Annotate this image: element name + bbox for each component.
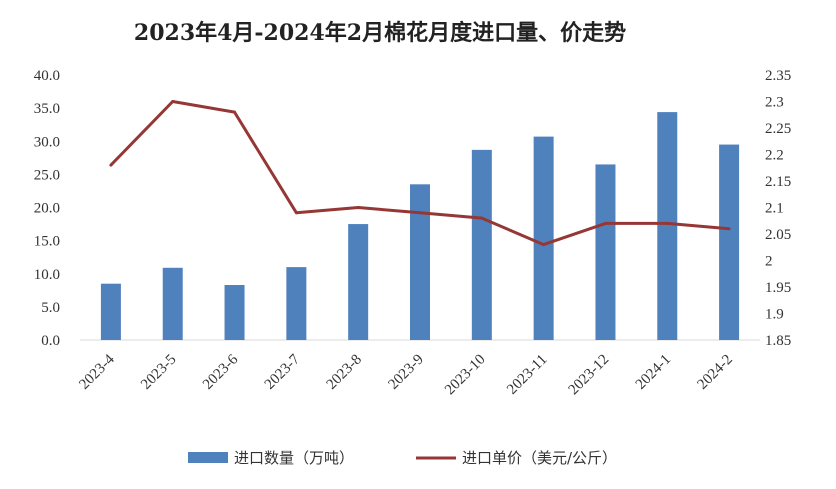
bar xyxy=(533,136,554,340)
bar xyxy=(410,184,430,340)
bar xyxy=(719,144,740,340)
line-point xyxy=(542,243,546,247)
line-point xyxy=(233,110,237,114)
y-left-tick-label: 30.0 xyxy=(34,134,60,150)
y-right-tick-label: 2.2 xyxy=(765,148,784,164)
bar xyxy=(100,283,121,340)
y-right-tick-label: 2.05 xyxy=(765,227,791,243)
bar xyxy=(348,224,369,340)
x-tick-label: 2023-6 xyxy=(200,351,242,393)
bar xyxy=(471,149,492,340)
bar xyxy=(595,164,616,340)
plot-area: 0.0 5.0 10.0 15.0 20.0 25.0 30.0 35.0 40.0 1.85 1.… xyxy=(34,68,792,398)
line-point xyxy=(171,100,175,103)
x-tick-label: 2023-12 xyxy=(566,352,613,399)
chart-title: 2023年4月-2024年2月棉花月度进口量、价走势 xyxy=(134,20,626,46)
line-point xyxy=(665,221,669,225)
line-point xyxy=(418,211,422,215)
y-left-tick-label: 10.0 xyxy=(34,267,60,283)
x-tick-label: 2023-4 xyxy=(76,351,118,393)
line-point xyxy=(109,163,113,167)
bar xyxy=(286,267,307,340)
legend-label-line: 进口单价（美元/公斤） xyxy=(462,449,617,467)
x-tick-label: 2024-1 xyxy=(633,352,674,393)
x-tick-label: 2023-9 xyxy=(385,352,426,393)
y-right-tick-label: 1.95 xyxy=(765,280,791,296)
bar xyxy=(224,285,245,340)
y-right-tick-label: 2.35 xyxy=(765,68,791,84)
y-left-tick-label: 25.0 xyxy=(34,167,60,183)
line-point xyxy=(356,206,360,209)
line-point xyxy=(480,216,484,220)
x-tick-label: 2023-8 xyxy=(324,352,365,393)
y-left-tick-label: 35.0 xyxy=(34,101,60,117)
x-tick-label: 2023-10 xyxy=(442,352,489,399)
legend-swatch-bars xyxy=(188,452,228,463)
x-tick-label: 2023-11 xyxy=(504,352,550,398)
y-left-tick-label: 40.0 xyxy=(34,68,60,84)
y-left-tick-label: 0.0 xyxy=(41,333,60,349)
legend: 进口数量（万吨） 进口单价（美元/公斤） xyxy=(188,449,617,467)
y-right-tick-label: 2 xyxy=(765,254,773,270)
y-left-tick-label: 20.0 xyxy=(34,201,60,217)
y-left-tick-label: 15.0 xyxy=(34,234,60,250)
x-tick-label: 2023-7 xyxy=(262,351,304,393)
y-left-tick-label: 5.0 xyxy=(41,300,60,316)
y-right-tick-label: 2.1 xyxy=(765,201,784,217)
bar xyxy=(162,267,183,340)
y-right-tick-label: 1.9 xyxy=(765,307,784,323)
legend-label-bars: 进口数量（万吨） xyxy=(234,449,354,467)
line-point xyxy=(727,227,731,231)
y-right-tick-label: 2.25 xyxy=(765,121,791,137)
x-tick-label: 2024-2 xyxy=(695,352,736,393)
y-right-tick-label: 1.85 xyxy=(765,333,791,349)
x-tick-label: 2023-5 xyxy=(138,352,179,393)
line-point xyxy=(294,211,298,215)
y-right-tick-label: 2.3 xyxy=(765,95,784,111)
y-right-tick-label: 2.15 xyxy=(765,174,791,190)
bar xyxy=(657,112,678,340)
line-point xyxy=(603,221,607,225)
